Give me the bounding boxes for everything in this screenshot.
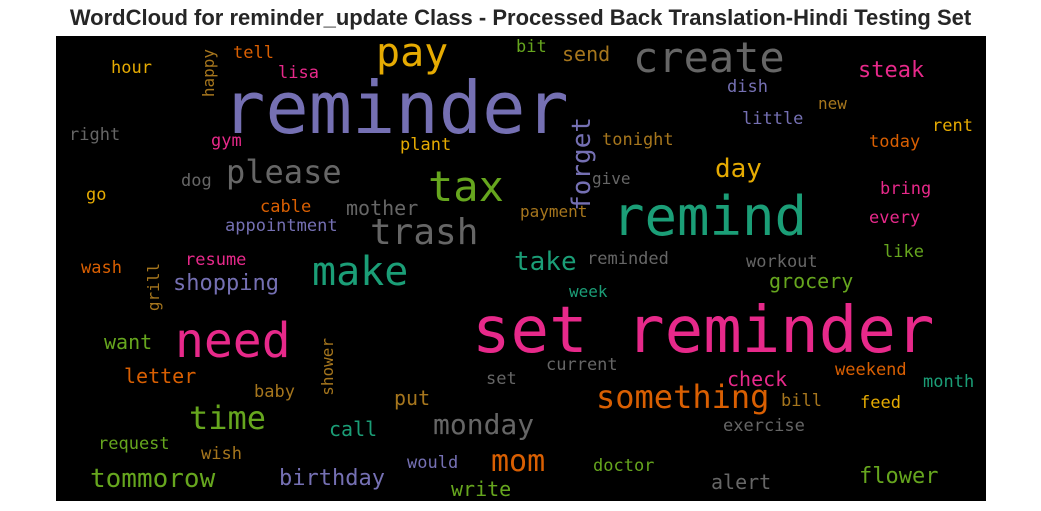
word-create: create [633,36,785,82]
word-please: please [226,153,342,191]
word-wash: wash [81,258,122,278]
word-plant: plant [400,135,452,155]
word-want: want [104,330,153,354]
word-bit: bit [516,37,547,57]
word-month: month [923,372,975,392]
word-bill: bill [781,391,822,411]
word-set: set [486,369,517,389]
word-go: go [86,185,107,205]
word-resume: resume [185,250,247,270]
word-grill: grill [144,263,163,312]
word-shopping: shopping [173,271,279,296]
word-make: make [312,249,409,295]
word-every: every [869,208,921,228]
chart-title: WordCloud for reminder_update Class - Pr… [69,5,972,30]
word-write: write [451,477,512,501]
word-happy: happy [199,49,218,98]
word-grocery: grocery [769,269,854,293]
word-flower: flower [859,464,939,489]
word-take: take [514,247,577,277]
word-right: right [69,125,121,145]
word-steak: steak [858,58,925,83]
word-weekend: weekend [835,360,907,380]
word-week: week [569,282,608,301]
word-dog: dog [181,171,212,191]
word-letter: letter [124,364,197,388]
word-would: would [407,453,459,473]
word-tommorow: tommorow [90,464,216,494]
word-workout: workout [746,252,818,272]
word-trash: trash [370,212,479,253]
word-rent: rent [932,116,973,136]
word-request: request [98,434,170,454]
word-gym: gym [211,131,242,151]
word-alert: alert [711,470,772,494]
word-baby: baby [254,382,295,402]
word-call: call [329,417,378,441]
word-wish: wish [201,444,242,464]
word-monday: monday [433,408,535,441]
word-new: new [818,94,847,113]
word-time: time [189,399,267,437]
word-birthday: birthday [279,466,385,491]
word-put: put [394,386,431,410]
word-exercise: exercise [723,416,805,436]
word-little: little [742,109,804,129]
word-dish: dish [727,77,768,97]
word-mother: mother [346,196,419,220]
word-payment: payment [520,202,588,221]
word-send: send [562,42,611,66]
word-doctor: doctor [593,456,655,476]
word-lisa: lisa [278,63,319,83]
word-feed: feed [860,393,901,413]
word-like: like [883,242,924,262]
word-tell: tell [233,43,274,63]
word-hour: hour [111,58,152,78]
word-give: give [592,169,631,188]
word-cable: cable [260,197,312,217]
word-bring: bring [880,179,932,199]
word-forget: forget [567,117,597,211]
word-something: something [596,378,770,416]
word-reminded: reminded [587,249,669,269]
word-need: need [175,313,291,369]
word-check: check [727,367,788,391]
word-set-reminder: set reminder [472,294,935,368]
word-reminder: reminder [222,66,569,150]
wordcloud-canvas: set reminder reminder remind create need pay t… [56,36,986,501]
word-remind: remind [612,185,808,248]
word-day: day [715,154,762,184]
word-current: current [546,355,618,375]
word-appointment: appointment [225,216,338,236]
word-mom: mom [491,444,546,479]
word-shower: shower [318,338,337,396]
word-tonight: tonight [602,130,674,150]
word-pay: pay [376,36,449,76]
word-tax: tax [428,162,504,211]
word-today: today [869,132,921,152]
